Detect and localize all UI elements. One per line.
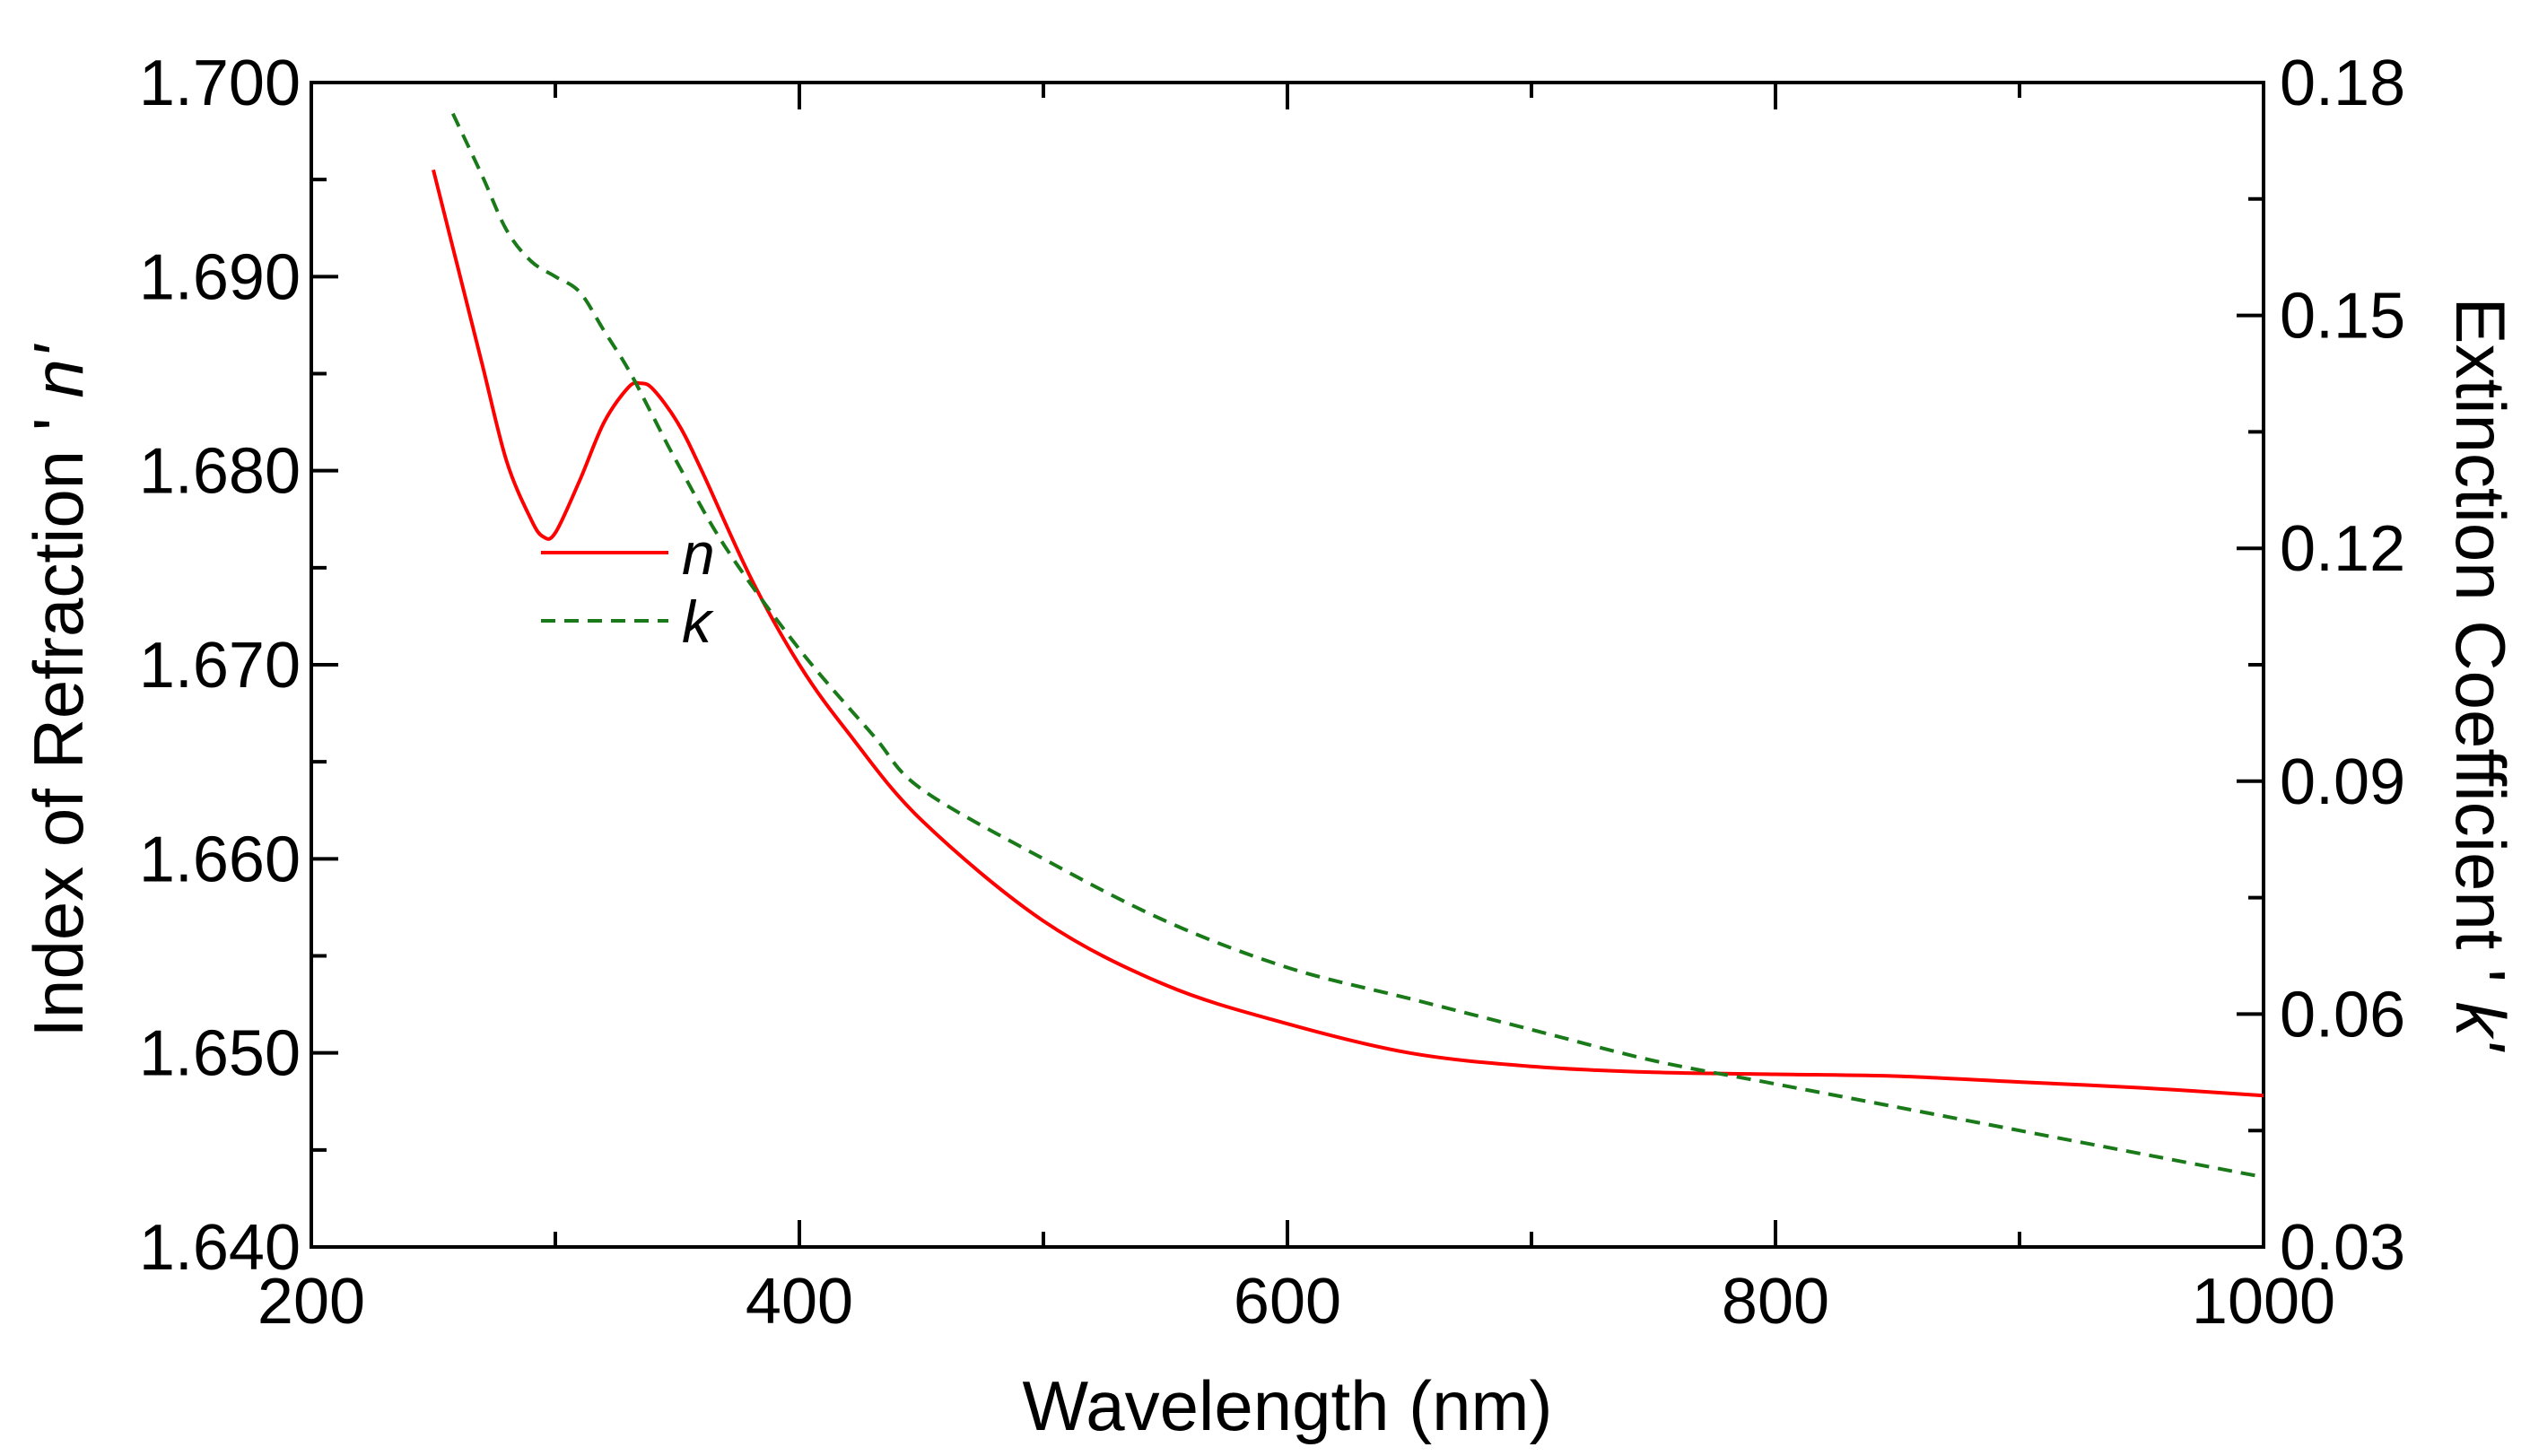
x-tick-label: 800	[1722, 1266, 1829, 1338]
y-right-axis-title-text: Extinction Coefficient '	[2441, 297, 2520, 982]
ticks-layer: 200 400 600 800 1000 1.640 1.650 1.660 1.670 1.68…	[139, 48, 2405, 1338]
y-right-tick-label: 0.09	[2280, 746, 2405, 818]
x-axis-title: Wavelength (nm)	[1023, 1366, 1553, 1445]
y-right-axis-title: Extinction Coefficient ' k'	[2441, 297, 2520, 1052]
x-tick-label: 1000	[2192, 1266, 2335, 1338]
plot-frame-layer	[310, 81, 2265, 1249]
legend-label-n: n	[682, 520, 715, 587]
y-left-tick-label: 1.680	[139, 436, 301, 508]
legend-layer: nk	[541, 520, 715, 655]
y-left-axis-title: Index of Refraction ' n'	[19, 343, 98, 1037]
legend-label-k: k	[682, 589, 714, 655]
plot-frame	[310, 81, 2265, 1249]
x-tick-label: 600	[1234, 1266, 1341, 1338]
x-tick-label: 400	[746, 1266, 853, 1338]
y-left-tick-label: 1.700	[139, 48, 301, 119]
y-right-tick-label: 0.03	[2280, 1212, 2405, 1284]
labels-layer: Wavelength (nm) Index of Refraction ' n'…	[19, 297, 2520, 1445]
y-right-tick-label: 0.18	[2280, 48, 2405, 119]
y-left-axis-title-symbol: n'	[19, 343, 98, 397]
y-right-tick-label: 0.15	[2280, 281, 2405, 353]
series-layer	[432, 112, 2264, 1180]
y-left-tick-label: 1.670	[139, 630, 301, 702]
series-line-k	[450, 112, 2264, 1180]
y-left-tick-label: 1.640	[139, 1212, 301, 1284]
series-line-n	[432, 169, 2264, 1098]
y-left-axis-title-text: Index of Refraction '	[19, 417, 98, 1037]
y-left-tick-label: 1.650	[139, 1018, 301, 1090]
y-right-tick-label: 0.06	[2280, 979, 2405, 1051]
y-right-axis-title-symbol: k'	[2441, 1002, 2520, 1053]
y-right-tick-label: 0.12	[2280, 513, 2405, 585]
y-left-tick-label: 1.690	[139, 241, 301, 313]
y-left-tick-label: 1.660	[139, 824, 301, 895]
x-tick-label: 200	[257, 1266, 365, 1338]
